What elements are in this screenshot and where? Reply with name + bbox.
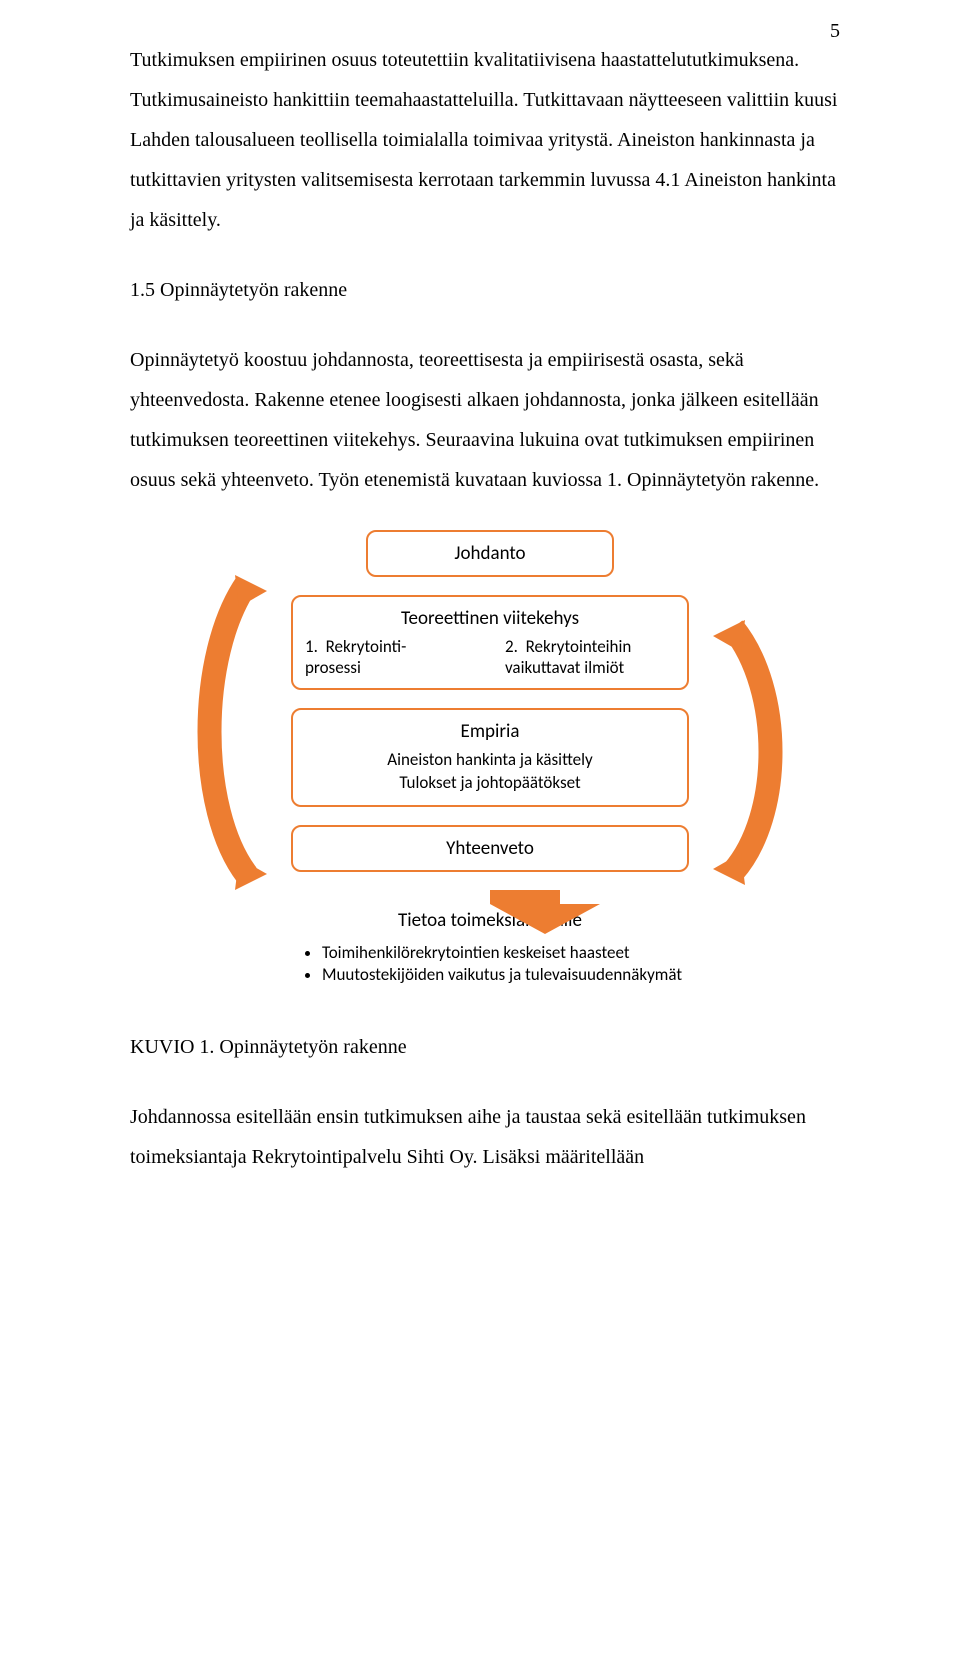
- col-text: Rekrytointeihin: [526, 636, 632, 657]
- curved-arrow-right-icon: [713, 620, 793, 885]
- col-num: 1.: [305, 636, 318, 657]
- box-line: Aineiston hankinta ja käsittely: [305, 749, 675, 772]
- paragraph-2: Opinnäytetyö koostuu johdannosta, teoree…: [130, 340, 850, 500]
- box-title: Teoreettinen viitekehys: [305, 607, 675, 630]
- figure-caption: KUVIO 1. Opinnäytetyön rakenne: [130, 1027, 850, 1067]
- col-text: prosessi: [305, 657, 361, 678]
- paragraph-3: Johdannossa esitellään ensin tutkimuksen…: [130, 1097, 850, 1177]
- box-title: Empiria: [305, 720, 675, 743]
- diagram-box-teoreettinen: Teoreettinen viitekehys 1. Rekrytointi- …: [291, 595, 689, 690]
- box-title: Johdanto: [380, 542, 600, 565]
- info-list: Toimihenkilörekrytointien keskeiset haas…: [298, 942, 682, 988]
- box2-col1: 1. Rekrytointi- prosessi: [305, 636, 475, 678]
- diagram-box-empiria: Empiria Aineiston hankinta ja käsittely …: [291, 708, 689, 807]
- section-heading: 1.5 Opinnäytetyön rakenne: [130, 270, 850, 310]
- diagram-box-yhteenveto: Yhteenveto: [291, 825, 689, 872]
- col-num: 2.: [505, 636, 518, 657]
- paragraph-1: Tutkimuksen empiirinen osuus toteutettii…: [130, 40, 850, 240]
- structure-diagram: Johdanto Teoreettinen viitekehys 1. Rekr…: [225, 530, 755, 987]
- diagram-box-johdanto: Johdanto: [366, 530, 614, 577]
- curved-arrow-left-icon: [187, 575, 267, 890]
- col-text: vaikuttavat ilmiöt: [505, 657, 624, 678]
- box-line: Tulokset ja johtopäätökset: [305, 772, 675, 795]
- info-bullet: Muutostekijöiden vaikutus ja tulevaisuud…: [322, 964, 682, 987]
- info-bullet: Toimihenkilörekrytointien keskeiset haas…: [322, 942, 682, 965]
- col-text: Rekrytointi-: [326, 636, 407, 657]
- box-title: Yhteenveto: [305, 837, 675, 860]
- box2-col2: 2. Rekrytointeihin vaikuttavat ilmiöt: [505, 636, 675, 678]
- page-number: 5: [830, 20, 840, 43]
- document-page: 5 Tutkimuksen empiirinen osuus toteutett…: [0, 0, 960, 1217]
